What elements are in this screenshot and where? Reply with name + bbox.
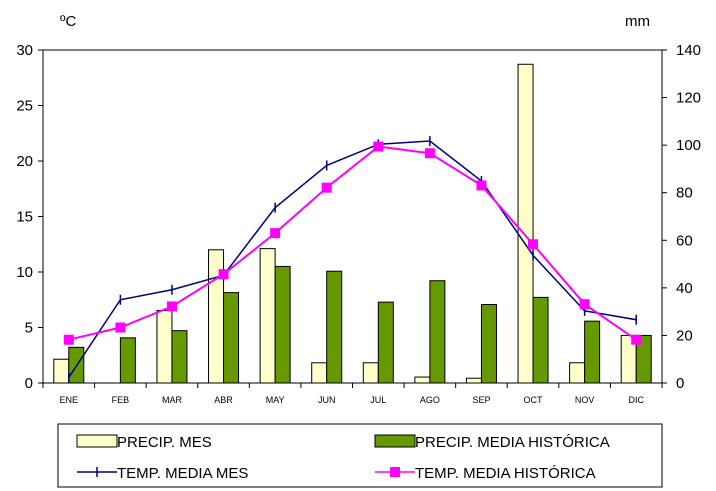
line-group <box>63 136 642 383</box>
legend-swatch <box>374 434 416 448</box>
temp-media-historica-line <box>68 145 637 341</box>
precip-mes-bar <box>156 309 173 384</box>
precip-mes-bar <box>517 63 534 384</box>
x-tick-label: MAR <box>162 395 183 405</box>
left-tick-label: 0 <box>25 375 33 392</box>
x-tick-label: FEB <box>112 395 130 405</box>
x-tick-label: MAY <box>266 395 285 405</box>
right-tick-label: 60 <box>676 232 693 249</box>
precip-media-bar <box>223 292 240 384</box>
precip-media-bar <box>635 334 652 384</box>
right-tick-label: 40 <box>676 280 693 297</box>
precip-media-bar <box>429 280 446 384</box>
temp-media-historica-point <box>270 228 281 239</box>
legend-label: TEMP. MEDIA MES <box>117 465 248 482</box>
legend-swatch <box>76 434 118 448</box>
x-tick-label: OCT <box>524 395 544 405</box>
x-tick-label: DIC <box>628 395 644 405</box>
left-tick-label: 25 <box>16 98 33 115</box>
legend-label: PRECIP. MES <box>117 434 212 451</box>
x-tick-label: AGO <box>420 395 440 405</box>
precip-media-bar <box>480 304 497 384</box>
legend-label: PRECIP. MEDIA HISTÓRICA <box>415 434 610 451</box>
left-axis-unit: ºC <box>60 13 76 30</box>
legend-box <box>57 423 663 488</box>
left-tick-label: 15 <box>16 209 33 226</box>
temp-media-historica-point <box>476 180 487 191</box>
x-tick-label: ABR <box>214 395 233 405</box>
precip-media-bar <box>584 320 601 384</box>
axes-group: 0 5 10 15 20 25 30 0 20 40 60 80 100 120 140 ENE FEB MAR A… <box>16 42 701 405</box>
x-tick-label: JUN <box>318 395 336 405</box>
precip-media-bar <box>171 330 188 384</box>
temp-media-historica-point <box>373 141 384 152</box>
precip-mes-bar <box>414 376 431 384</box>
left-tick-label: 30 <box>16 42 33 59</box>
bar-group <box>53 63 652 384</box>
right-tick-label: 140 <box>676 42 701 59</box>
precip-mes-bar <box>53 358 70 384</box>
temp-media-mes-line <box>68 140 637 378</box>
right-tick-label: 100 <box>676 137 701 154</box>
legend-label: TEMP. MEDIA HISTÓRICA <box>415 465 596 482</box>
precip-mes-bar <box>362 362 379 384</box>
plot-area <box>42 49 663 384</box>
right-axis-unit: mm <box>625 13 650 30</box>
x-tick-label: ENE <box>60 395 79 405</box>
temp-media-historica-point <box>115 322 126 333</box>
precip-mes-bar <box>465 377 482 384</box>
temp-media-historica-point <box>321 182 332 193</box>
x-tick-label: JUL <box>370 395 386 405</box>
right-tick-label: 20 <box>676 327 693 344</box>
precip-media-bar <box>119 337 136 384</box>
precip-mes-bar <box>311 362 328 384</box>
right-tick-label: 120 <box>676 90 701 107</box>
temp-media-historica-point <box>63 334 74 345</box>
temp-media-historica-point <box>166 301 177 312</box>
left-tick-label: 5 <box>25 320 33 337</box>
precip-mes-bar <box>259 248 276 384</box>
precip-media-bar <box>377 301 394 384</box>
x-tick-label: SEP <box>472 395 490 405</box>
temp-media-historica-point <box>218 269 229 280</box>
temp-media-historica-point <box>528 239 539 250</box>
left-tick-label: 10 <box>16 264 33 281</box>
precip-media-bar <box>532 296 549 384</box>
left-tick-label: 20 <box>16 153 33 170</box>
legend: PRECIP. MES PRECIP. MEDIA HISTÓRICA TEMP. … <box>57 423 663 488</box>
temp-media-historica-point <box>631 334 642 345</box>
precip-media-bar <box>326 270 343 384</box>
legend-marker <box>390 467 400 477</box>
temp-media-historica-point <box>424 148 435 159</box>
right-tick-label: 80 <box>676 185 693 202</box>
x-tick-label: NOV <box>575 395 595 405</box>
right-tick-label: 0 <box>676 375 684 392</box>
precip-mes-bar <box>569 362 586 384</box>
precip-media-bar <box>274 265 291 384</box>
temp-media-historica-point <box>579 299 590 310</box>
